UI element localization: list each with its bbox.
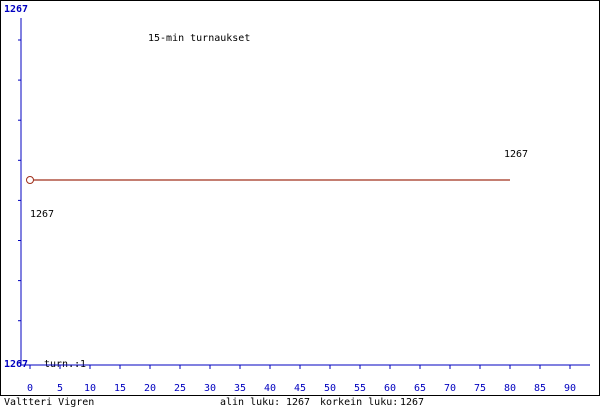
y-tick-label: 1267 — [4, 359, 28, 370]
min-value: 1267 — [286, 397, 310, 408]
x-tick-label: 15 — [114, 383, 126, 394]
x-tick-label: 85 — [534, 383, 546, 394]
x-tick-label: 40 — [264, 383, 276, 394]
frame — [0, 0, 600, 396]
x-tick-label: 55 — [354, 383, 366, 394]
max-label: korkein luku: — [320, 397, 398, 408]
x-tick-label: 20 — [144, 383, 156, 394]
x-tick-label: 45 — [294, 383, 306, 394]
x-tick-label: 10 — [84, 383, 96, 394]
x-tick-label: 30 — [204, 383, 216, 394]
max-value: 1267 — [400, 397, 424, 408]
x-tick-label: 70 — [444, 383, 456, 394]
value-label: 1267 — [30, 209, 54, 220]
chart-title: 15-min turnaukset — [148, 33, 250, 44]
x-tick-label: 60 — [384, 383, 396, 394]
marker — [26, 176, 34, 184]
y-tick-label: 1267 — [4, 4, 28, 15]
x-tick-label: 50 — [324, 383, 336, 394]
x-tick-label: 0 — [27, 383, 33, 394]
x-tick-label: 80 — [504, 383, 516, 394]
x-tick-label: 35 — [234, 383, 246, 394]
x-tick-label: 65 — [414, 383, 426, 394]
min-label: alin luku: — [220, 397, 280, 408]
x-tick-label: 5 — [57, 383, 63, 394]
value-label: 1267 — [504, 149, 528, 160]
author: Valtteri Vigren — [4, 397, 94, 408]
x-tick-label: 75 — [474, 383, 486, 394]
x-tick-label: 90 — [564, 383, 576, 394]
x-tick-label: 25 — [174, 383, 186, 394]
